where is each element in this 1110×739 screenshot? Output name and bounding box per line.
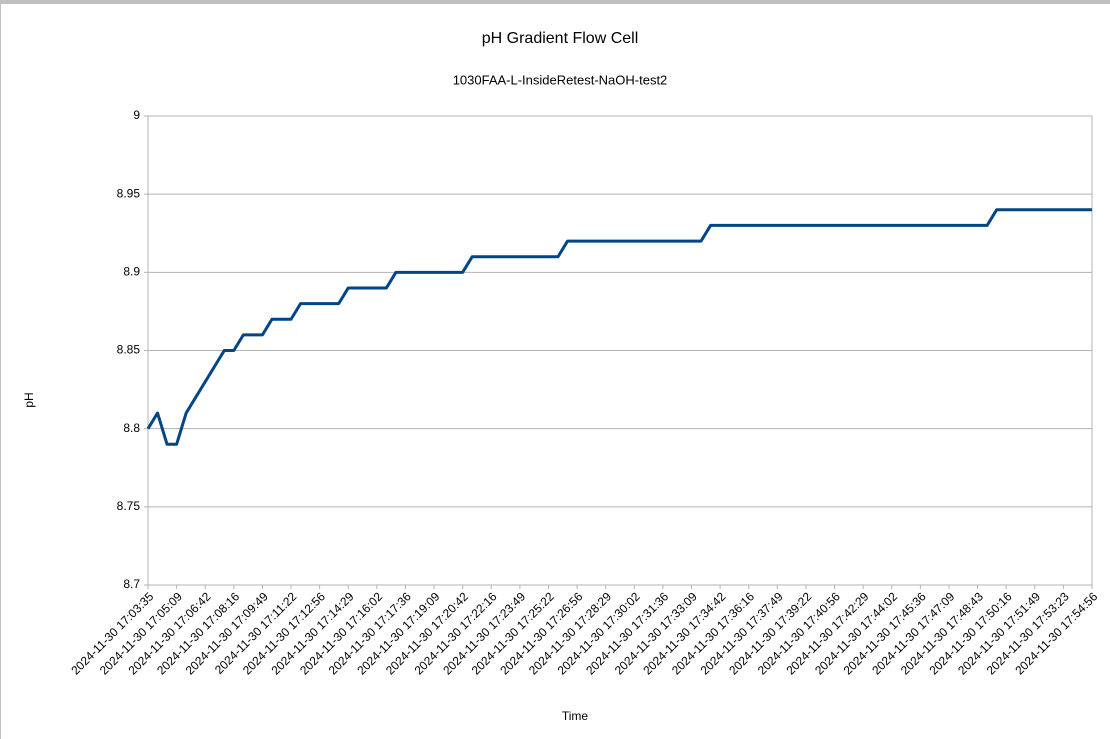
chart-title: pH Gradient Flow Cell xyxy=(482,30,639,47)
x-axis-title: Time xyxy=(562,709,589,723)
y-tick-label: 8.9 xyxy=(123,265,140,279)
top-bar xyxy=(0,0,1110,4)
y-axis-title: pH xyxy=(22,392,36,407)
chart-subtitle: 1030FAA-L-InsideRetest-NaOH-test2 xyxy=(453,72,668,87)
plot-frame xyxy=(147,115,1093,586)
y-tick-label: 8.7 xyxy=(123,577,140,591)
y-tick-label: 8.75 xyxy=(117,499,141,513)
y-tick-label: 8.8 xyxy=(123,421,140,435)
y-tick-label: 8.85 xyxy=(117,343,141,357)
y-tick-label: 9 xyxy=(133,108,140,122)
y-tick-label: 8.95 xyxy=(117,186,141,200)
data-line xyxy=(146,208,1092,446)
